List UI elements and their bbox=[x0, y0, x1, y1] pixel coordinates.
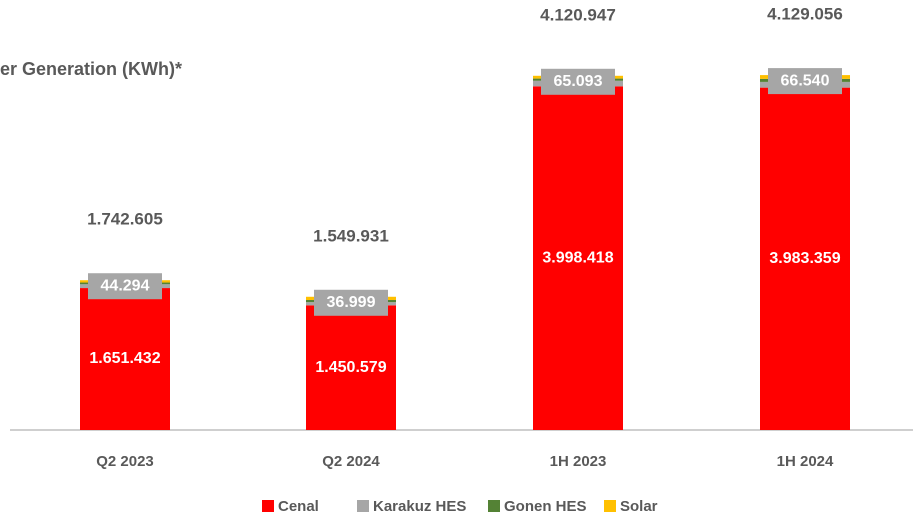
label-box bbox=[314, 289, 388, 316]
legend-swatch bbox=[262, 500, 274, 512]
label-box bbox=[541, 68, 615, 95]
x-tick-label: 1H 2023 bbox=[550, 453, 607, 470]
value-label: 66.540 bbox=[781, 72, 830, 89]
value-label: 3.983.359 bbox=[769, 250, 840, 267]
value-label: 44.294 bbox=[101, 277, 150, 294]
value-label: 65.093 bbox=[554, 73, 603, 90]
label-box bbox=[768, 68, 842, 95]
bar-segment bbox=[760, 87, 850, 430]
legend-label: Gonen HES bbox=[504, 498, 587, 515]
legend-swatch bbox=[604, 500, 616, 512]
bar-segment bbox=[80, 288, 170, 430]
x-tick-label: 1H 2024 bbox=[777, 453, 834, 470]
total-label: 1.549.931 bbox=[313, 226, 389, 245]
value-label: 36.999 bbox=[327, 294, 376, 311]
value-label: 3.998.418 bbox=[542, 249, 613, 266]
total-label: 4.120.947 bbox=[540, 5, 616, 24]
total-label: 1.742.605 bbox=[87, 210, 163, 229]
value-label: 1.450.579 bbox=[315, 359, 386, 376]
label-box bbox=[88, 273, 162, 300]
value-label: 1.651.432 bbox=[89, 350, 160, 367]
x-tick-label: Q2 2024 bbox=[322, 453, 380, 470]
chart-title: er Generation (KWh)* bbox=[0, 59, 182, 79]
legend-swatch bbox=[357, 500, 369, 512]
legend-label: Karakuz HES bbox=[373, 498, 466, 515]
x-tick-label: Q2 2023 bbox=[96, 453, 154, 470]
legend-label: Solar bbox=[620, 498, 658, 515]
legend-swatch bbox=[488, 500, 500, 512]
legend-label: Cenal bbox=[278, 498, 319, 515]
total-label: 4.129.056 bbox=[767, 5, 843, 24]
bar-segment bbox=[306, 305, 396, 430]
bar-segment bbox=[533, 86, 623, 431]
